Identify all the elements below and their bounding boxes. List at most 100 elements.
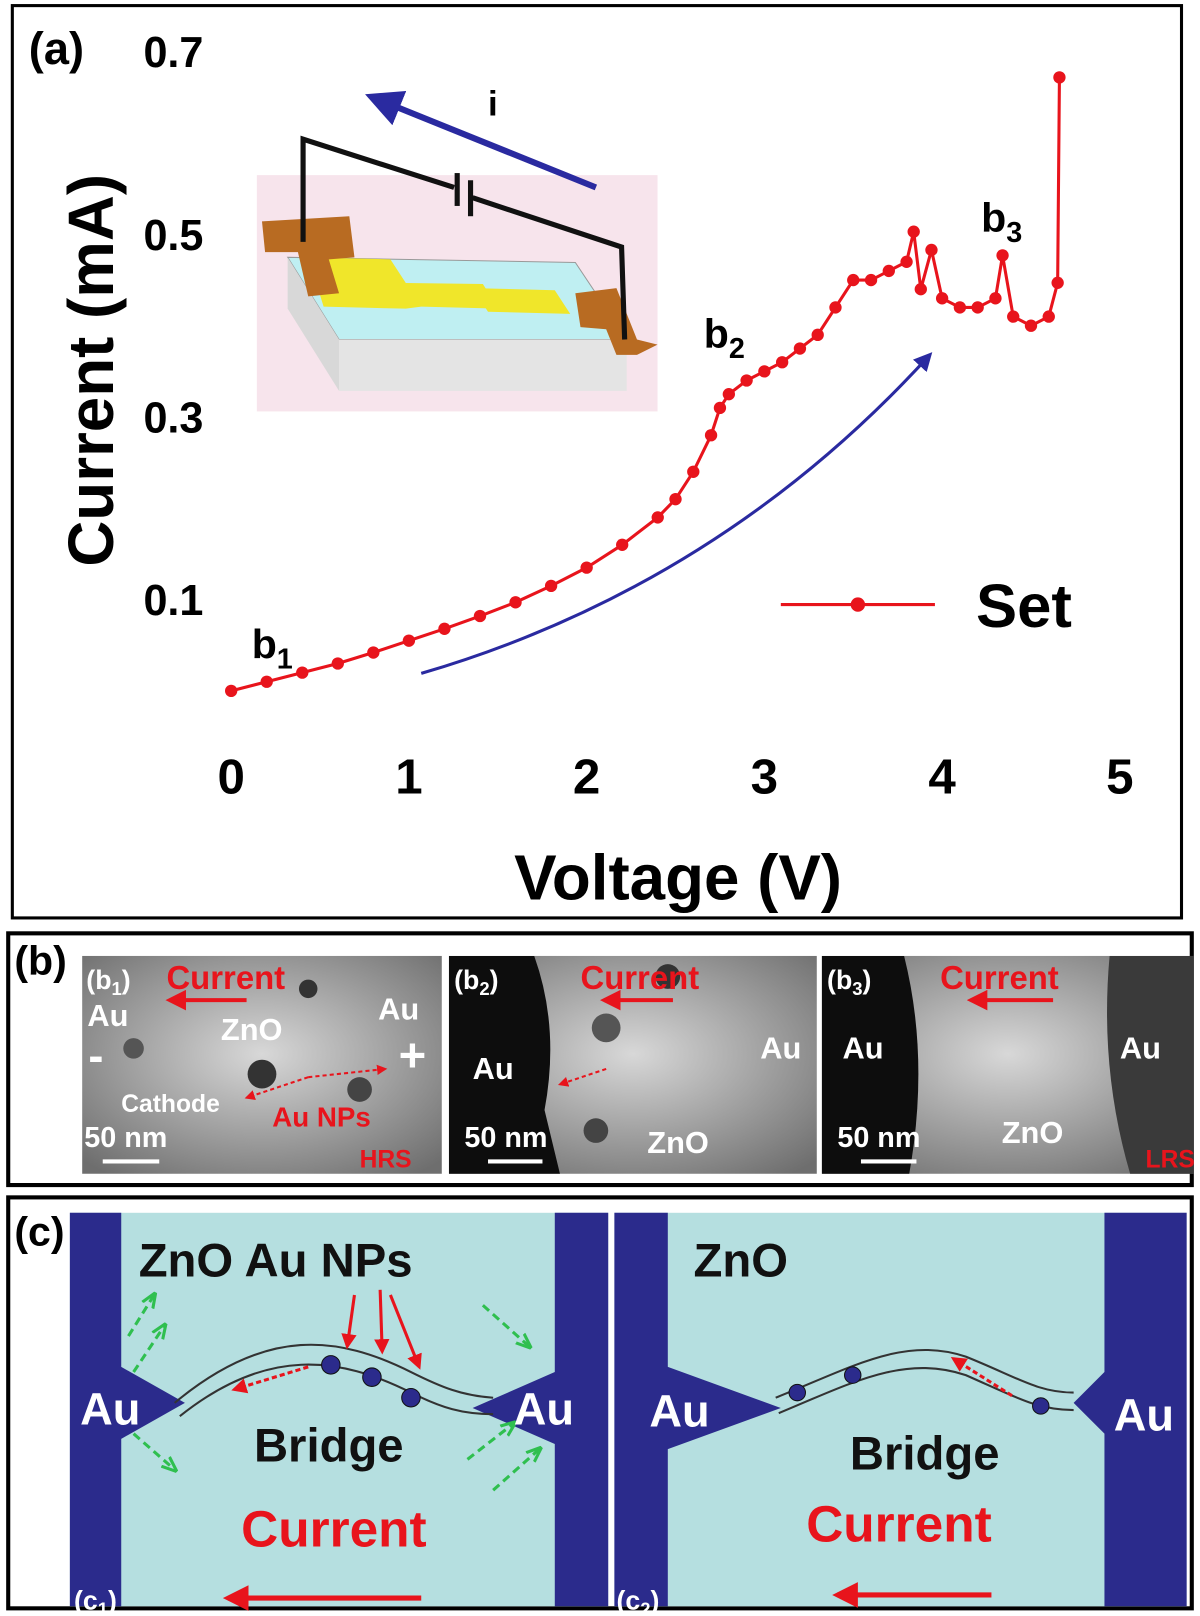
annotation: b2: [704, 311, 745, 365]
data-point: [331, 657, 344, 670]
tag: ): [490, 965, 499, 995]
data-point: [1024, 319, 1038, 332]
data-point: [740, 374, 753, 387]
image-tag: (b2): [454, 965, 498, 999]
data-point: [473, 609, 487, 623]
legend-marker: [850, 597, 866, 612]
x-tick-label: 4: [928, 750, 956, 805]
data-point: [1007, 310, 1020, 323]
tag: ): [108, 1585, 117, 1615]
data-point: [438, 622, 451, 635]
label: Bridge: [850, 1428, 1000, 1481]
annotation-text: b: [981, 195, 1006, 241]
data-point: [971, 301, 984, 314]
data-point: [651, 511, 664, 524]
y-tick-label: 0.5: [143, 212, 203, 260]
data-point: [1042, 310, 1055, 323]
tem-images: [82, 955, 1194, 1174]
label: Au: [378, 992, 419, 1027]
y-tick-label: 0.7: [143, 29, 203, 77]
data-point: [775, 356, 789, 369]
data-point: [900, 255, 913, 268]
label: ZnO: [647, 1125, 709, 1160]
label: ZnO: [693, 1234, 787, 1287]
data-point: [1051, 276, 1064, 289]
data-point: [509, 596, 522, 609]
data-point: [953, 301, 967, 314]
tag-sub: 1: [98, 1599, 108, 1616]
image-tag: (b3): [827, 965, 871, 999]
label: Au: [80, 1383, 140, 1434]
data-point: [864, 273, 878, 287]
label: Au NPs: [272, 1101, 371, 1132]
data-point: [260, 675, 273, 688]
label: Au: [649, 1385, 709, 1436]
data-point: [925, 243, 938, 257]
plot-area: 0.1 0.3 0.5 0.7 0 1 2 3 4 5 Set: [143, 29, 1133, 804]
x-tick-label: 0: [217, 750, 244, 805]
data-point: [669, 493, 682, 506]
data-point: [367, 646, 380, 659]
label: ZnO Au NPs: [139, 1234, 413, 1287]
tag: (b: [86, 965, 111, 995]
label: Current: [241, 1501, 426, 1558]
x-tick-label: 2: [573, 750, 600, 805]
tag: (b: [827, 965, 852, 995]
tag: ): [650, 1585, 659, 1615]
panel-label: (b): [14, 937, 66, 983]
data-point: [713, 401, 727, 415]
x-tick-label: 5: [1106, 750, 1133, 805]
label: Au: [473, 1051, 514, 1086]
data-point: [687, 465, 700, 478]
tag: (b: [454, 965, 479, 995]
data-point: [793, 342, 807, 355]
image-tag: (b1): [86, 965, 130, 999]
inset-label: i: [488, 85, 498, 124]
data-point: [296, 666, 309, 679]
x-axis-title: Voltage (V): [514, 842, 842, 913]
panel-label: (a): [29, 23, 84, 74]
label: -: [88, 1030, 103, 1081]
data-point: [811, 328, 824, 342]
label: Bridge: [254, 1419, 404, 1472]
data-point: [996, 249, 1009, 262]
scheme-tag: (c1): [74, 1585, 117, 1616]
data-point: [225, 684, 238, 698]
data-point: [989, 292, 1002, 305]
label: ZnO: [221, 1012, 283, 1047]
label: +: [399, 1029, 427, 1082]
label: Au: [760, 1031, 801, 1066]
annotation-sub: 3: [1006, 217, 1022, 249]
label: HRS: [360, 1147, 412, 1174]
data-point: [907, 225, 920, 238]
label: Au: [514, 1383, 574, 1434]
annotation-text: b: [252, 621, 277, 667]
bridge-schematics: [69, 1212, 1187, 1611]
scale-label: 50 nm: [464, 1122, 547, 1154]
data-point: [847, 273, 860, 287]
y-tick-label: 0.3: [143, 394, 203, 442]
data-point: [882, 264, 895, 278]
x-tick-label: 3: [751, 750, 778, 805]
tag: ): [863, 965, 872, 995]
data-point: [580, 561, 593, 574]
annotation: b1: [252, 621, 293, 675]
y-tick-label: 0.1: [143, 577, 203, 625]
label: Current: [940, 959, 1059, 996]
label: Current: [166, 959, 285, 996]
data-point: [544, 579, 558, 593]
data-point: [616, 538, 629, 551]
inset-schematic: [256, 90, 658, 412]
data-point: [935, 292, 949, 305]
data-point: [722, 388, 735, 401]
annotation-sub: 1: [277, 643, 293, 675]
label: Au: [842, 1031, 883, 1066]
scale-label: 50 nm: [84, 1122, 167, 1154]
label: Au: [87, 998, 128, 1033]
annotation-sub: 2: [729, 333, 745, 365]
data-point: [829, 301, 842, 314]
label: Current: [806, 1496, 991, 1553]
y-axis-title: Current (mA): [56, 174, 127, 567]
